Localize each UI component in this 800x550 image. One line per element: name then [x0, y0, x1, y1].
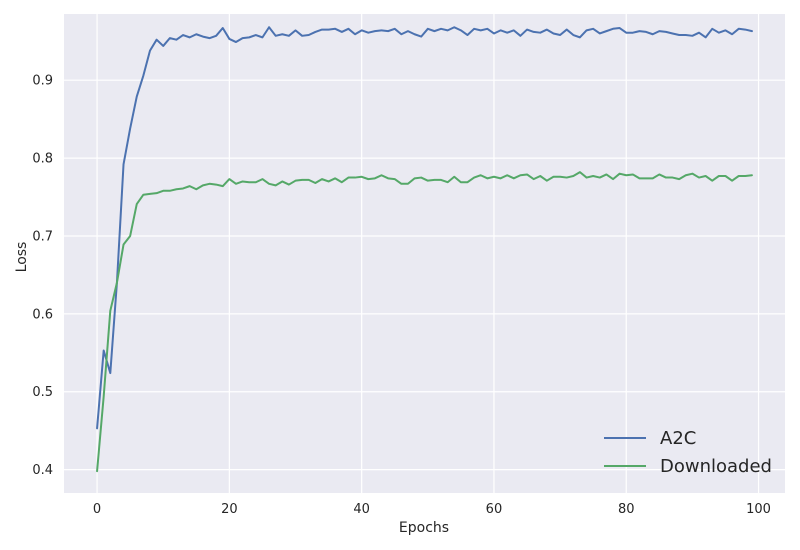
y-tick-label: 0.8 — [32, 152, 53, 167]
tick-labels: 0 20 40 60 80 100 0.4 0.5 0.6 0.7 0.8 0.9 — [32, 74, 771, 517]
y-axis-label: Loss — [14, 242, 30, 273]
x-tick-label: 20 — [221, 502, 238, 517]
y-tick-label: 0.9 — [32, 74, 53, 89]
y-tick-label: 0.5 — [32, 385, 53, 400]
x-tick-label: 80 — [618, 502, 635, 517]
x-tick-label: 40 — [353, 502, 370, 517]
legend-label: A2C — [660, 428, 696, 449]
y-tick-label: 0.4 — [32, 463, 53, 478]
x-tick-label: 0 — [93, 502, 101, 517]
grid — [64, 14, 785, 493]
x-tick-label: 100 — [746, 502, 771, 517]
x-tick-label: 60 — [486, 502, 503, 517]
x-axis-label: Epochs — [399, 520, 449, 536]
legend: A2C Downloaded — [604, 428, 772, 477]
series-line-a2c — [96, 26, 753, 430]
series-lines — [96, 26, 753, 473]
series-line-downloaded — [96, 171, 753, 473]
y-tick-label: 0.6 — [32, 307, 53, 322]
y-tick-label: 0.7 — [32, 229, 53, 244]
legend-label: Downloaded — [660, 456, 772, 477]
plot-area — [64, 14, 785, 493]
